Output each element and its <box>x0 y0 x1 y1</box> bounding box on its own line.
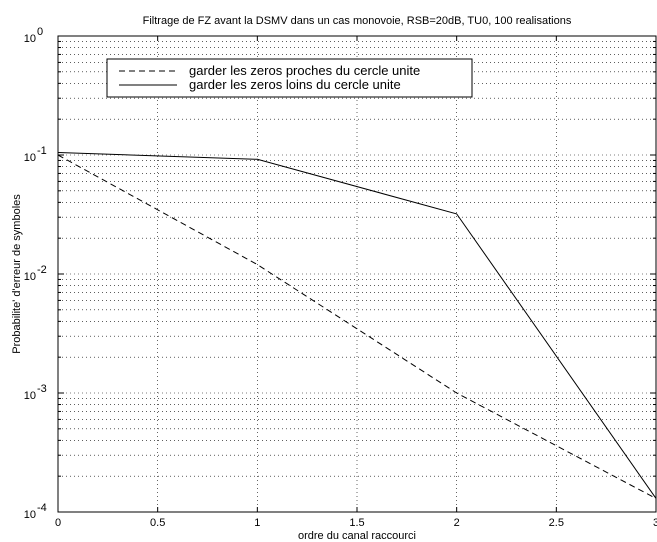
y-tick-exponent: -4 <box>37 502 47 514</box>
grid <box>58 36 656 512</box>
y-tick-label: 10 <box>24 152 36 164</box>
x-tick-label: 2.5 <box>549 517 564 529</box>
chart-title: Filtrage de FZ avant la DSMV dans un cas… <box>143 15 572 27</box>
y-tick-label: 10 <box>24 509 36 521</box>
x-tick-label: 2 <box>454 517 460 529</box>
y-tick-exponent: -1 <box>37 145 47 157</box>
x-tick-label: 0.5 <box>150 517 165 529</box>
legend: garder les zeros proches du cercle unite… <box>106 58 473 98</box>
y-tick-exponent: 0 <box>37 26 43 38</box>
y-tick-label: 10 <box>24 390 36 402</box>
series-lines <box>57 151 657 499</box>
series-line-2 <box>57 151 657 499</box>
x-tick-label: 1 <box>254 517 260 529</box>
legend-label-1: garder les zeros proches du cercle unite <box>189 63 420 78</box>
x-tick-label: 0 <box>55 517 61 529</box>
y-tick-label: 10 <box>24 271 36 283</box>
series-line-1 <box>57 154 657 499</box>
legend-box <box>106 58 473 98</box>
legend-label-2: garder les zeros loins du cercle unite <box>189 77 401 92</box>
x-axis-label: ordre du canal raccourci <box>298 530 416 542</box>
y-tick-label: 10 <box>24 33 36 45</box>
x-axis: 0 0.5 1 1.5 2 2.5 3 <box>55 36 657 529</box>
y-tick-exponent: -2 <box>37 264 47 276</box>
y-axis-label: Probabilite' d'erreur de symboles <box>11 194 23 354</box>
y-tick-exponent: -3 <box>37 383 47 395</box>
x-tick-label: 3 <box>653 517 657 529</box>
x-tick-label: 1.5 <box>349 517 364 529</box>
